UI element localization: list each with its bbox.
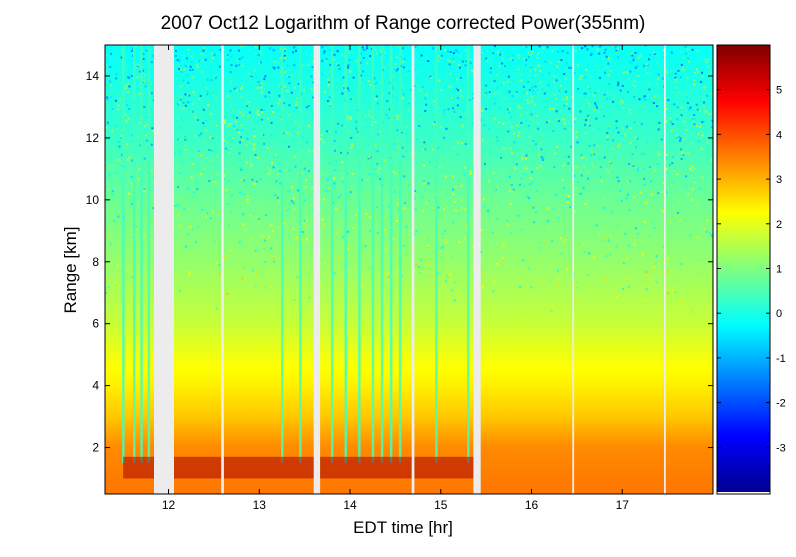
clear-air-column [389, 45, 393, 463]
clear-air-column [281, 45, 284, 463]
data-gap [664, 45, 666, 494]
x-tick-label: 16 [525, 498, 539, 512]
y-axis-label: Range [km] [61, 227, 80, 314]
x-tick-label: 15 [434, 498, 448, 512]
clear-air-column [344, 45, 347, 463]
clear-air-column [330, 45, 334, 463]
colorbar-tick-label: 0 [776, 308, 782, 320]
clear-air-column [380, 45, 384, 463]
y-tick-label: 4 [92, 379, 99, 393]
x-tick-label: 13 [253, 498, 267, 512]
colorbar-gradient [717, 45, 770, 492]
background-profile [105, 45, 713, 494]
x-tick-label: 17 [616, 498, 630, 512]
y-tick-label: 10 [86, 193, 100, 207]
clear-air-column [371, 45, 375, 463]
colorbar-tick-label: 5 [776, 85, 782, 97]
clear-air-column [122, 45, 125, 463]
data-gap [221, 45, 224, 494]
plot-frame [104, 44, 714, 495]
data-gap [411, 45, 415, 494]
colorbar-tick-label: -2 [776, 398, 786, 410]
y-tick-label: 12 [86, 131, 100, 145]
colorbar-tick-label: 2 [776, 219, 782, 231]
colorbar-axis: -3 -2 -1 0 1 2 3 4 5 [717, 85, 786, 454]
y-tick-label: 14 [86, 69, 100, 83]
clear-air-column [398, 45, 402, 463]
colorbar-tick-label: 4 [776, 129, 782, 141]
colorbar-tick-label: 1 [776, 264, 782, 276]
clear-air-column [140, 45, 143, 463]
data-gap [473, 45, 481, 494]
y-tick-label: 2 [92, 441, 99, 455]
plot-area [105, 45, 713, 494]
clear-air-column [299, 45, 302, 463]
colorbar-tick-label: 3 [776, 174, 782, 186]
colorbar-tick-label: -3 [776, 442, 786, 454]
data-gap [313, 45, 321, 494]
chart-title: 2007 Oct12 Logarithm of Range corrected … [161, 13, 646, 34]
data-gap [154, 45, 174, 494]
y-tick-label: 6 [92, 317, 99, 331]
clear-air-column [435, 45, 438, 463]
clear-air-column [358, 45, 361, 463]
clear-air-column [133, 45, 136, 463]
colorbar-frame [716, 44, 771, 495]
x-tick-label: 12 [162, 498, 176, 512]
clear-air-columns [122, 45, 470, 463]
clear-air-column [147, 45, 151, 463]
data-gap [572, 45, 575, 494]
colorbar-tick-label: -1 [776, 353, 786, 365]
x-axis-label: EDT time [hr] [353, 518, 453, 537]
y-tick-label: 8 [92, 255, 99, 269]
y-axis: 2 4 6 8 10 12 14 [86, 69, 713, 455]
x-tick-label: 14 [343, 498, 357, 512]
clear-air-column [467, 45, 470, 463]
x-axis: 12 13 14 15 16 17 [162, 45, 629, 512]
cloud-layer [123, 456, 477, 479]
